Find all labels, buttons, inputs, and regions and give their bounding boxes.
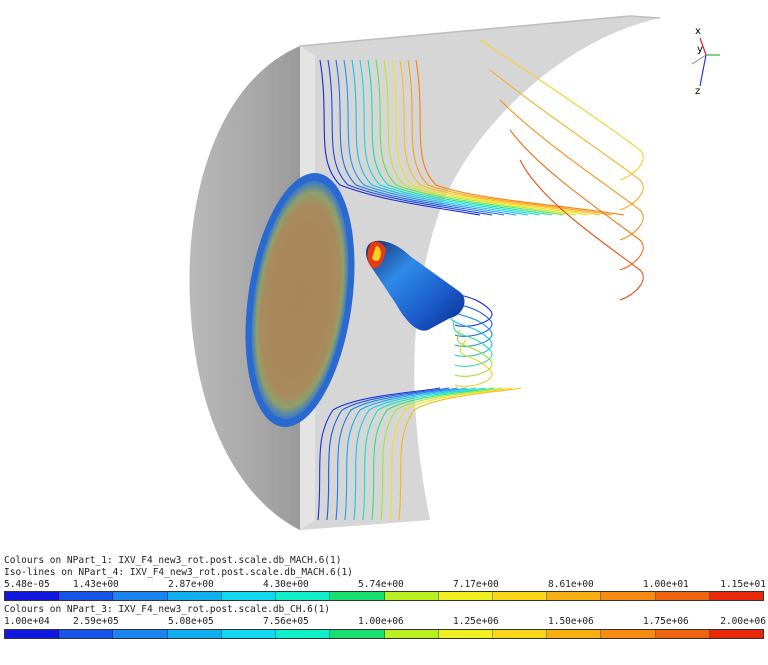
legend2-swatch: [384, 630, 439, 638]
iso-line: [454, 339, 493, 387]
iso-line: [447, 309, 493, 357]
legend1-tick-label: 1.00e+01: [643, 579, 689, 590]
legend2-tick-label: 1.25e+06: [453, 616, 499, 627]
legend2-swatch: [655, 630, 710, 638]
axis-triad: [691, 37, 720, 87]
legend2-caption-colours: Colours on NPart_3: IXV_F4_new3_rot.post…: [4, 604, 331, 615]
iso-line: [380, 387, 504, 521]
legend2-tick-label: 1.00e+06: [358, 616, 404, 627]
legend2-swatch: [167, 630, 222, 638]
legend1-tick-label: 1.43e+00: [73, 579, 119, 590]
legend1-swatch: [547, 592, 602, 600]
mach-iso-lines: [317, 39, 644, 521]
iso-line: [407, 59, 613, 216]
legend2-swatch: [276, 630, 331, 638]
iso-line: [499, 99, 644, 241]
vehicle-body: [366, 240, 465, 331]
legend2-swatch: [547, 630, 602, 638]
front-disc-surface: [245, 173, 355, 427]
legend1-swatch: [655, 592, 710, 600]
iso-line: [398, 387, 522, 521]
legend2-tick-labels: 1.00e+04 2.59e+05 5.08e+05 7.56e+05 1.00e+06…: [0, 616, 768, 627]
legend2-tick-label: 1.50e+06: [548, 616, 594, 627]
iso-line: [319, 59, 481, 216]
iso-line: [519, 159, 644, 301]
axis-y-label: y: [697, 44, 703, 55]
legend2-swatch: [221, 630, 277, 638]
legend1-swatch: [330, 592, 385, 600]
legend2-swatch: [59, 630, 114, 638]
legend2-swatch: [601, 630, 656, 638]
iso-line: [399, 59, 601, 216]
iso-line: [317, 387, 441, 521]
legend1-caption-colours: Colours on NPart_1: IXV_F4_new3_rot.post…: [4, 555, 342, 566]
legend1-tick-label: 2.87e+00: [168, 579, 214, 590]
color-legend-panel: Colours on NPart_1: IXV_F4_new3_rot.post…: [0, 551, 768, 665]
iso-line: [454, 329, 493, 377]
iso-line: [343, 59, 517, 216]
legend2-swatch: [5, 630, 60, 638]
legend2-swatch: [438, 630, 493, 638]
iso-line: [353, 387, 477, 521]
iso-line: [489, 69, 644, 211]
iso-line: [351, 59, 529, 216]
legend1-tick-label: 5.74e+00: [358, 579, 404, 590]
iso-line: [391, 59, 589, 216]
legend1-swatch: [5, 592, 60, 600]
iso-line: [327, 59, 493, 216]
legend1-swatch: [492, 592, 548, 600]
legend2-tick-label: 2.00e+06: [720, 616, 766, 627]
axis-z-label: z: [695, 86, 701, 97]
iso-line: [509, 129, 644, 271]
legend1-swatch: [221, 592, 277, 600]
legend2-tick-label: 2.59e+05: [73, 616, 119, 627]
legend2-tick-label: 7.56e+05: [263, 616, 309, 627]
iso-line: [371, 387, 495, 521]
legend1-swatch: [601, 592, 656, 600]
iso-line: [335, 387, 459, 521]
legend2-tick-label: 1.00e+04: [4, 616, 50, 627]
legend1-tick-label: 5.48e-05: [4, 579, 50, 590]
legend2-swatch: [330, 630, 385, 638]
iso-line: [359, 59, 541, 216]
legend2-swatch: [492, 630, 548, 638]
legend1-tick-label: 7.17e+00: [453, 579, 499, 590]
legend1-swatch: [438, 592, 493, 600]
legend2-swatch: [709, 630, 764, 638]
legend1-tick-labels: 5.48e-05 1.43e+00 2.87e+00 4.30e+00 5.74e+00…: [0, 579, 768, 590]
iso-line: [362, 387, 486, 521]
iso-line: [383, 59, 577, 216]
legend1-swatch: [167, 592, 222, 600]
legend1-caption-isolines: Iso-lines on NPart_4: IXV_F4_new3_rot.po…: [4, 567, 353, 578]
iso-line: [415, 59, 625, 216]
iso-line: [335, 59, 505, 216]
iso-line: [326, 387, 450, 521]
legend2-tick-label: 5.08e+05: [168, 616, 214, 627]
axis-x-label: x: [695, 26, 701, 37]
legend1-swatch: [113, 592, 168, 600]
iso-line: [344, 387, 468, 521]
iso-line: [389, 387, 513, 521]
legend1-color-bar: [4, 591, 764, 601]
iso-line: [375, 59, 565, 216]
legend1-swatch: [709, 592, 764, 600]
legend2-swatch: [113, 630, 168, 638]
legend2-tick-label: 1.75e+06: [643, 616, 689, 627]
legend1-tick-label: 8.61e+00: [548, 579, 594, 590]
legend2-color-bar: [4, 629, 764, 639]
flow-visualization-viewport[interactable]: [0, 0, 768, 550]
legend1-tick-label: 4.30e+00: [263, 579, 309, 590]
legend1-tick-label: 1.15e+01: [720, 579, 766, 590]
iso-line: [452, 319, 493, 367]
legend1-swatch: [59, 592, 114, 600]
iso-line: [479, 39, 644, 181]
legend1-swatch: [384, 592, 439, 600]
iso-line: [367, 59, 553, 216]
legend1-swatch: [276, 592, 331, 600]
